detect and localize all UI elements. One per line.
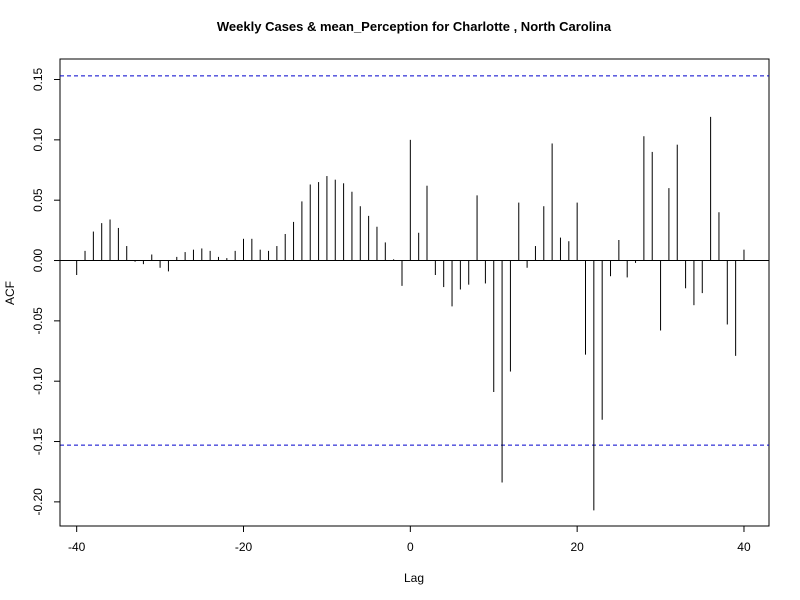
y-axis: -0.20 -0.15 -0.10 -0.05 0.00 0.05 0.10 0.15 — [31, 68, 61, 516]
x-tick-label: -20 — [235, 540, 253, 554]
y-tick-label: 0.00 — [31, 249, 45, 273]
x-tick-label: -40 — [68, 540, 86, 554]
y-tick-label: 0.15 — [31, 68, 45, 92]
plot-frame — [59, 58, 770, 527]
x-tick-label: 20 — [570, 540, 584, 554]
y-tick-label: -0.15 — [31, 428, 45, 456]
x-axis: -40 -20 0 20 40 — [68, 525, 751, 554]
y-tick-label: -0.20 — [31, 488, 45, 516]
x-axis-label: Lag — [404, 571, 424, 585]
y-tick-label: 0.05 — [31, 188, 45, 212]
x-tick-label: 40 — [737, 540, 751, 554]
y-tick-label: 0.10 — [31, 128, 45, 152]
y-tick-label: -0.10 — [31, 367, 45, 395]
y-tick-label: -0.05 — [31, 307, 45, 335]
chart-title: Weekly Cases & mean_Perception for Charl… — [217, 19, 612, 34]
confidence-bounds — [60, 75, 769, 446]
x-tick-label: 0 — [407, 540, 414, 554]
y-axis-label: ACF — [3, 281, 17, 305]
acf-stems — [76, 116, 745, 511]
